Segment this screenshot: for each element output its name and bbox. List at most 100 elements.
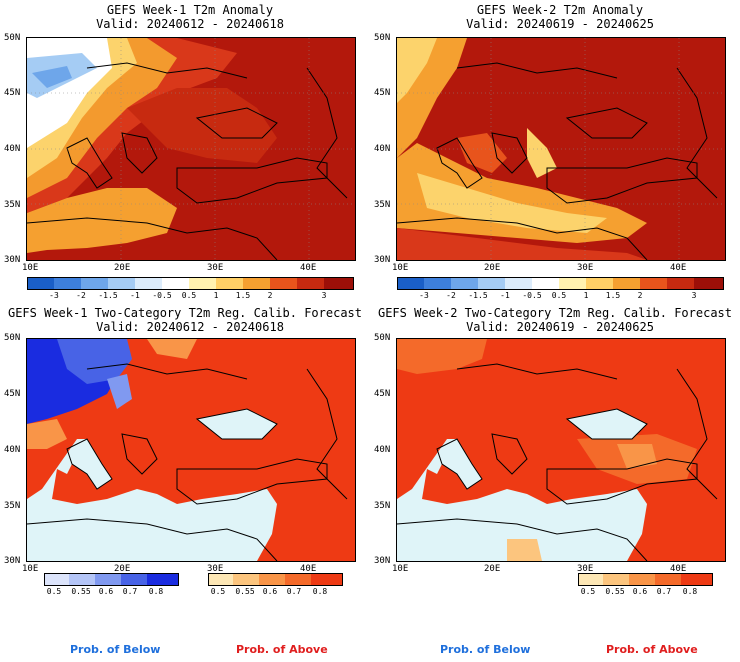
lon-label: 40E <box>300 564 317 574</box>
colorbar-swatch <box>233 573 259 586</box>
colorbar-tick: -1 <box>500 291 510 300</box>
colorbar-swatch <box>81 277 108 290</box>
lon-label: 40E <box>300 263 317 273</box>
colorbar-swatch <box>147 573 179 586</box>
colorbar-swatch <box>694 277 724 290</box>
prob-below-label: Prob. of Below <box>70 643 161 656</box>
colorbar-tick: 2 <box>637 291 643 300</box>
probability-map-week1 <box>26 338 356 562</box>
colorbar-tick: 0.7 <box>286 587 302 596</box>
lat-label: 45N <box>4 389 21 399</box>
colorbar-swatch <box>311 573 343 586</box>
colorbar-swatch <box>162 277 189 290</box>
panel-title: GEFS Week-1 T2m Anomaly <box>106 3 274 17</box>
lat-label: 35N <box>4 501 21 511</box>
lon-label: 40E <box>670 263 687 273</box>
colorbar-swatch <box>667 277 694 290</box>
panel-valid-dates: Valid: 20240612 - 20240618 <box>96 17 284 31</box>
colorbar-tick: -0.5 <box>522 291 542 300</box>
colorbar-swatch <box>121 573 147 586</box>
colorbar-swatch <box>208 573 234 586</box>
anomaly-map-week1 <box>26 37 356 261</box>
lat-label: 50N <box>4 333 21 343</box>
colorbar-swatch <box>297 277 324 290</box>
colorbar-tick: -2 <box>76 291 86 300</box>
panel-valid-dates: Valid: 20240619 - 20240625 <box>466 320 654 334</box>
lat-label: 30N <box>4 556 21 566</box>
panel-title: GEFS Week-2 T2m Anomaly <box>476 3 644 17</box>
colorbar-tick: 0.5 <box>181 291 197 300</box>
lon-label: 30E <box>577 564 594 574</box>
lon-label: 20E <box>484 263 501 273</box>
lon-label: 20E <box>484 564 501 574</box>
lon-label: 30E <box>577 263 594 273</box>
colorbar-tick: -1.5 <box>468 291 488 300</box>
colorbar-tick: 0.55 <box>71 587 91 596</box>
colorbar-swatch <box>655 573 681 586</box>
colorbar-swatch <box>216 277 243 290</box>
lon-label: 30E <box>207 263 224 273</box>
lat-label: 30N <box>374 556 391 566</box>
prob-below-label: Prob. of Below <box>440 643 531 656</box>
colorbar-swatch <box>189 277 216 290</box>
colorbar-swatch <box>640 277 667 290</box>
anomaly-colorbar: -3 -2 -1.5 -1 -0.5 0.5 1 1.5 2 3 <box>397 277 725 301</box>
prob-above-label: Prob. of Above <box>236 643 328 656</box>
lat-label: 45N <box>374 389 391 399</box>
lat-label: 40N <box>4 144 21 154</box>
colorbar-swatch <box>135 277 162 290</box>
colorbar-swatch <box>27 277 55 290</box>
lat-label: 35N <box>374 501 391 511</box>
colorbar-tick: 0.5 <box>551 291 567 300</box>
colorbar-swatch <box>681 573 713 586</box>
colorbar-swatch <box>108 277 135 290</box>
colorbar-tick: 1 <box>213 291 219 300</box>
colorbar-swatch <box>424 277 451 290</box>
colorbar-tick: 0.8 <box>148 587 164 596</box>
panel-valid-dates: Valid: 20240612 - 20240618 <box>96 320 284 334</box>
lat-label: 50N <box>374 333 391 343</box>
colorbar-swatch <box>259 573 285 586</box>
lon-label: 30E <box>207 564 224 574</box>
lat-label: 45N <box>374 88 391 98</box>
colorbar-tick: 0.7 <box>656 587 672 596</box>
colorbar-tick: 1.5 <box>235 291 251 300</box>
colorbar-swatch <box>95 573 121 586</box>
lon-label: 10E <box>22 263 39 273</box>
colorbar-swatch <box>451 277 478 290</box>
colorbar-tick: 1 <box>583 291 589 300</box>
lat-label: 40N <box>4 445 21 455</box>
colorbar-tick: 3 <box>321 291 327 300</box>
lat-label: 50N <box>374 33 391 43</box>
colorbar-swatch <box>69 573 95 586</box>
colorbar-tick: 0.8 <box>682 587 698 596</box>
colorbar-tick: 0.55 <box>235 587 255 596</box>
colorbar-swatch <box>397 277 425 290</box>
prob-below-colorbar: 0.5 0.55 0.6 0.7 0.8 <box>44 573 180 597</box>
lat-label: 45N <box>4 88 21 98</box>
colorbar-swatch <box>44 573 70 586</box>
colorbar-swatch <box>578 573 604 586</box>
panel-title: GEFS Week-1 Two-Category T2m Reg. Calib.… <box>7 306 362 320</box>
panel-valid-dates: Valid: 20240619 - 20240625 <box>466 17 654 31</box>
lat-label: 35N <box>374 200 391 210</box>
colorbar-tick: -1.5 <box>98 291 118 300</box>
colorbar-tick: 1.5 <box>605 291 621 300</box>
lon-label: 40E <box>670 564 687 574</box>
lat-label: 30N <box>4 255 21 265</box>
colorbar-tick: 0.6 <box>262 587 278 596</box>
colorbar-swatch <box>54 277 81 290</box>
lat-label: 30N <box>374 255 391 265</box>
probability-map-week2 <box>396 338 726 562</box>
lon-label: 10E <box>22 564 39 574</box>
colorbar-tick: 0.6 <box>98 587 114 596</box>
colorbar-swatch <box>270 277 297 290</box>
colorbar-tick: -2 <box>446 291 456 300</box>
lat-label: 40N <box>374 445 391 455</box>
colorbar-swatch <box>285 573 311 586</box>
colorbar-swatch <box>559 277 586 290</box>
colorbar-tick: -0.5 <box>152 291 172 300</box>
colorbar-tick: 0.6 <box>632 587 648 596</box>
lon-label: 10E <box>392 263 409 273</box>
colorbar-tick: -1 <box>130 291 140 300</box>
